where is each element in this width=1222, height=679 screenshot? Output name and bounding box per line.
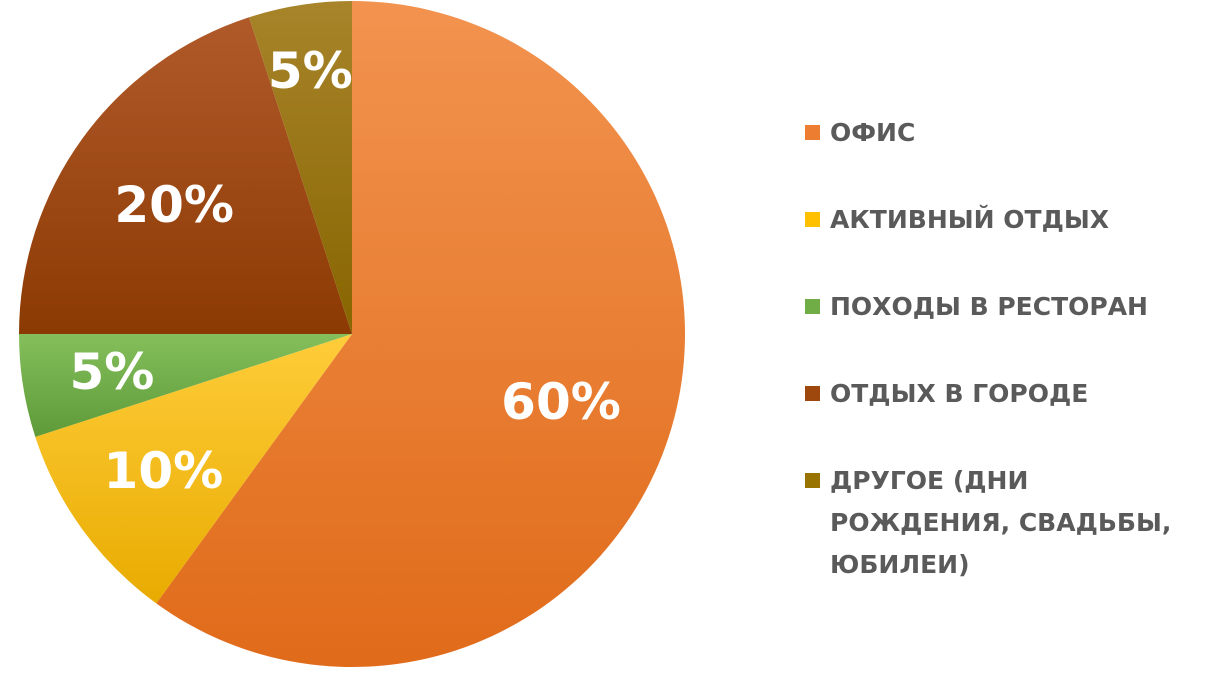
legend-swatch [805, 125, 820, 140]
legend-label: ОТДЫХ В ГОРОДЕ [830, 379, 1089, 408]
pie-slice-restaurant [19, 334, 352, 437]
legend-item-active-rest: АКТИВНЫЙ ОТДЫХ [805, 199, 1215, 241]
data-label-restaurant: 5% [69, 343, 154, 401]
legend-label: АКТИВНЫЙ ОТДЫХ [830, 205, 1110, 234]
legend-swatch [805, 212, 820, 227]
legend-item-other: ДРУГОЕ (ДНИ РОЖДЕНИЯ, СВАДЬБЫ, ЮБИЛЕИ) [805, 460, 1215, 586]
data-label-active-rest: 10% [104, 442, 224, 500]
legend-item-restaurant: ПОХОДЫ В РЕСТОРАН [805, 286, 1215, 328]
legend-swatch [805, 299, 820, 314]
legend-label: ОФИС [830, 118, 916, 147]
data-label-office: 60% [501, 373, 621, 431]
pie-slice-other [249, 1, 352, 334]
pie-slices [19, 0, 686, 667]
data-label-city-rest: 20% [114, 176, 234, 234]
pie-slice-city-rest [19, 17, 352, 335]
chart-legend: ОФИС АКТИВНЫЙ ОТДЫХ ПОХОДЫ В РЕСТОРАН ОТДЫХ… [805, 112, 1215, 631]
pie-slice-office [156, 0, 686, 667]
legend-swatch [805, 386, 820, 401]
data-label-other: 5% [268, 42, 353, 100]
pie-plot-area: 60% 10% 5% 20% 5% [19, 0, 686, 667]
legend-label: ДРУГОЕ (ДНИ РОЖДЕНИЯ, СВАДЬБЫ, ЮБИЛЕИ) [830, 466, 1172, 579]
pie-data-labels: 60% 10% 5% 20% 5% [69, 42, 620, 500]
pie-slice-active-rest [35, 334, 353, 604]
legend-item-city-rest: ОТДЫХ В ГОРОДЕ [805, 373, 1215, 415]
legend-item-office: ОФИС [805, 112, 1215, 154]
legend-label: ПОХОДЫ В РЕСТОРАН [830, 292, 1148, 321]
legend-swatch [805, 473, 820, 488]
